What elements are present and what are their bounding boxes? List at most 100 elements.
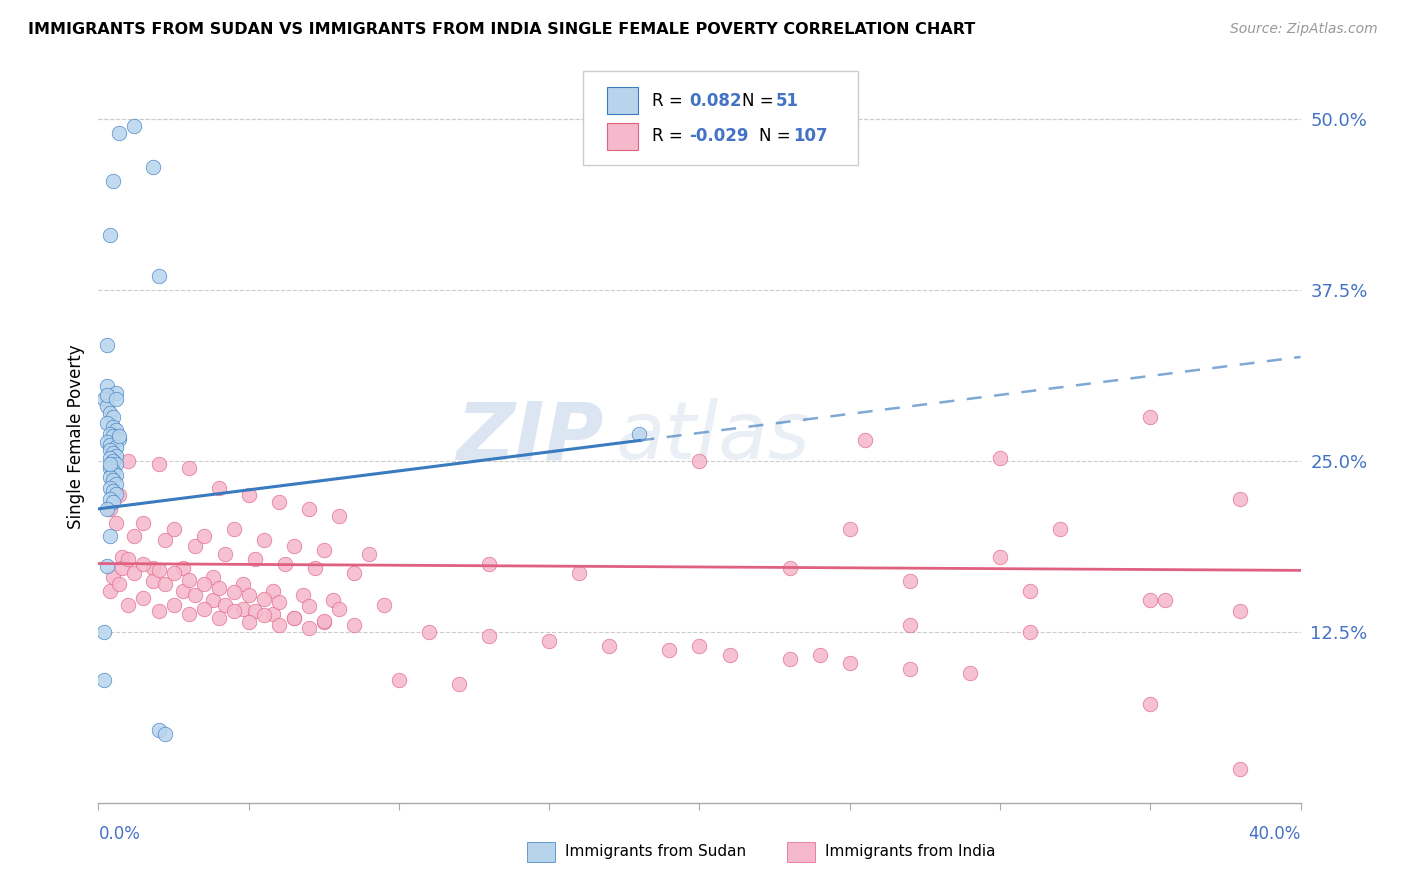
- Text: N =: N =: [742, 92, 773, 110]
- Point: [103, 454, 125, 468]
- Point: [283, 611, 305, 625]
- Point: [193, 577, 215, 591]
- Point: [298, 621, 321, 635]
- Point: [238, 588, 260, 602]
- Point: [105, 467, 128, 482]
- Point: [124, 529, 146, 543]
- Point: [193, 529, 215, 543]
- Point: [343, 618, 366, 632]
- Point: [100, 443, 122, 458]
- Point: [328, 601, 350, 615]
- Point: [153, 577, 176, 591]
- Point: [100, 437, 122, 451]
- Point: [478, 629, 501, 643]
- Point: [312, 614, 335, 628]
- Point: [201, 593, 224, 607]
- Point: [1139, 593, 1161, 607]
- Point: [96, 416, 118, 430]
- Y-axis label: Single Female Poverty: Single Female Poverty: [66, 345, 84, 529]
- Point: [148, 457, 170, 471]
- Text: atlas: atlas: [616, 398, 810, 476]
- Point: [103, 464, 125, 478]
- Text: -0.029: -0.029: [689, 128, 748, 145]
- Point: [100, 426, 122, 441]
- Point: [105, 477, 128, 491]
- Point: [100, 470, 122, 484]
- Point: [1049, 522, 1071, 536]
- Point: [124, 119, 146, 133]
- Point: [105, 385, 128, 400]
- Point: [243, 552, 266, 566]
- Point: [1019, 624, 1042, 639]
- Point: [148, 269, 170, 284]
- Point: [312, 615, 335, 630]
- Point: [100, 481, 122, 495]
- Text: Immigrants from Sudan: Immigrants from Sudan: [565, 845, 747, 859]
- Text: R =: R =: [652, 128, 683, 145]
- Point: [177, 460, 200, 475]
- Point: [838, 522, 860, 536]
- Point: [96, 501, 118, 516]
- Point: [1229, 492, 1251, 507]
- Point: [718, 648, 741, 662]
- Point: [267, 618, 290, 632]
- Point: [103, 495, 125, 509]
- Point: [779, 560, 801, 574]
- Point: [222, 604, 245, 618]
- Point: [111, 549, 134, 564]
- Point: [153, 533, 176, 548]
- Point: [447, 677, 470, 691]
- Point: [222, 585, 245, 599]
- Text: 0.0%: 0.0%: [98, 825, 141, 843]
- Point: [283, 539, 305, 553]
- Point: [1139, 698, 1161, 712]
- Point: [988, 451, 1011, 466]
- Point: [298, 599, 321, 613]
- Point: [274, 557, 297, 571]
- Point: [298, 501, 321, 516]
- Point: [103, 420, 125, 434]
- Point: [232, 577, 254, 591]
- Text: Immigrants from India: Immigrants from India: [825, 845, 995, 859]
- Point: [177, 573, 200, 587]
- Point: [688, 639, 710, 653]
- Point: [96, 379, 118, 393]
- Point: [418, 624, 440, 639]
- Point: [148, 723, 170, 738]
- Point: [103, 410, 125, 425]
- Point: [267, 595, 290, 609]
- Point: [177, 607, 200, 621]
- Point: [96, 400, 118, 414]
- Point: [103, 446, 125, 460]
- Point: [388, 673, 411, 687]
- Point: [1019, 583, 1042, 598]
- Text: R =: R =: [652, 92, 683, 110]
- Point: [148, 563, 170, 577]
- Point: [598, 639, 620, 653]
- Point: [238, 488, 260, 502]
- Point: [141, 574, 163, 589]
- Point: [238, 615, 260, 630]
- Point: [201, 570, 224, 584]
- Point: [105, 392, 128, 407]
- Point: [100, 451, 122, 466]
- Text: Source: ZipAtlas.com: Source: ZipAtlas.com: [1230, 22, 1378, 37]
- Point: [283, 611, 305, 625]
- Point: [357, 547, 380, 561]
- Point: [322, 593, 344, 607]
- Point: [1154, 593, 1177, 607]
- Point: [108, 488, 131, 502]
- Point: [253, 592, 276, 607]
- Point: [1229, 604, 1251, 618]
- Point: [93, 673, 115, 687]
- Point: [291, 588, 314, 602]
- Point: [658, 642, 681, 657]
- Point: [100, 460, 122, 475]
- Point: [343, 566, 366, 581]
- Point: [132, 516, 155, 530]
- Point: [100, 501, 122, 516]
- Point: [373, 598, 395, 612]
- Point: [124, 566, 146, 581]
- Point: [243, 604, 266, 618]
- Point: [214, 547, 236, 561]
